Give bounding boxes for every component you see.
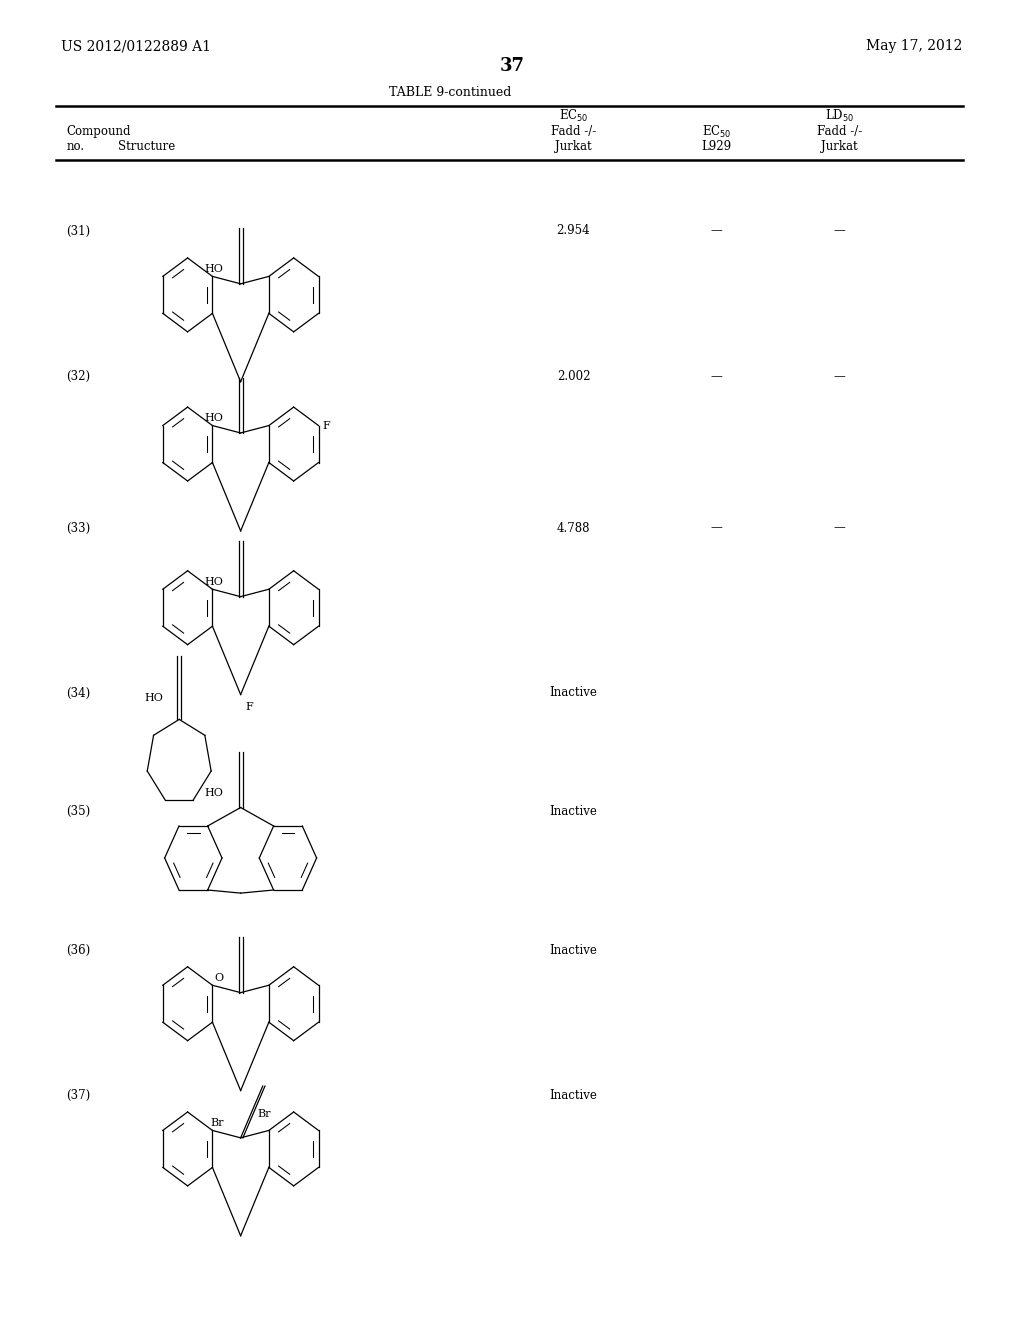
Text: O: O: [214, 973, 223, 983]
Text: HO: HO: [205, 788, 223, 797]
Text: Fadd -/-: Fadd -/-: [817, 125, 862, 139]
Text: 2.954: 2.954: [557, 224, 590, 238]
Text: F: F: [323, 421, 331, 430]
Text: Fadd -/-: Fadd -/-: [551, 125, 596, 139]
Text: HO: HO: [205, 577, 223, 587]
Text: (35): (35): [67, 805, 91, 818]
Text: (33): (33): [67, 521, 91, 535]
Text: HO: HO: [205, 413, 223, 424]
Text: May 17, 2012: May 17, 2012: [866, 40, 963, 53]
Text: Inactive: Inactive: [550, 944, 597, 957]
Text: (37): (37): [67, 1089, 91, 1102]
Text: HO: HO: [144, 693, 163, 704]
Text: Br: Br: [258, 1109, 271, 1119]
Text: (36): (36): [67, 944, 91, 957]
Text: US 2012/0122889 A1: US 2012/0122889 A1: [61, 40, 211, 53]
Text: —: —: [834, 521, 846, 535]
Text: L929: L929: [701, 140, 732, 153]
Text: Jurkat: Jurkat: [821, 140, 858, 153]
Text: EC$_{50}$: EC$_{50}$: [702, 124, 731, 140]
Text: (34): (34): [67, 686, 91, 700]
Text: —: —: [711, 370, 723, 383]
Text: Structure: Structure: [118, 140, 175, 153]
Text: no.: no.: [67, 140, 85, 153]
Text: 37: 37: [500, 57, 524, 75]
Text: —: —: [711, 521, 723, 535]
Text: EC$_{50}$: EC$_{50}$: [559, 108, 588, 124]
Text: LD$_{50}$: LD$_{50}$: [825, 108, 854, 124]
Text: Inactive: Inactive: [550, 686, 597, 700]
Text: —: —: [834, 370, 846, 383]
Text: —: —: [834, 224, 846, 238]
Text: Inactive: Inactive: [550, 1089, 597, 1102]
Text: HO: HO: [205, 264, 223, 275]
Text: Br: Br: [210, 1118, 223, 1129]
Text: Inactive: Inactive: [550, 805, 597, 818]
Text: TABLE 9-continued: TABLE 9-continued: [389, 86, 512, 99]
Text: —: —: [711, 224, 723, 238]
Text: Jurkat: Jurkat: [555, 140, 592, 153]
Text: 4.788: 4.788: [557, 521, 590, 535]
Text: F: F: [245, 702, 253, 711]
Text: Compound: Compound: [67, 125, 131, 139]
Text: 2.002: 2.002: [557, 370, 590, 383]
Text: (31): (31): [67, 224, 91, 238]
Text: (32): (32): [67, 370, 91, 383]
